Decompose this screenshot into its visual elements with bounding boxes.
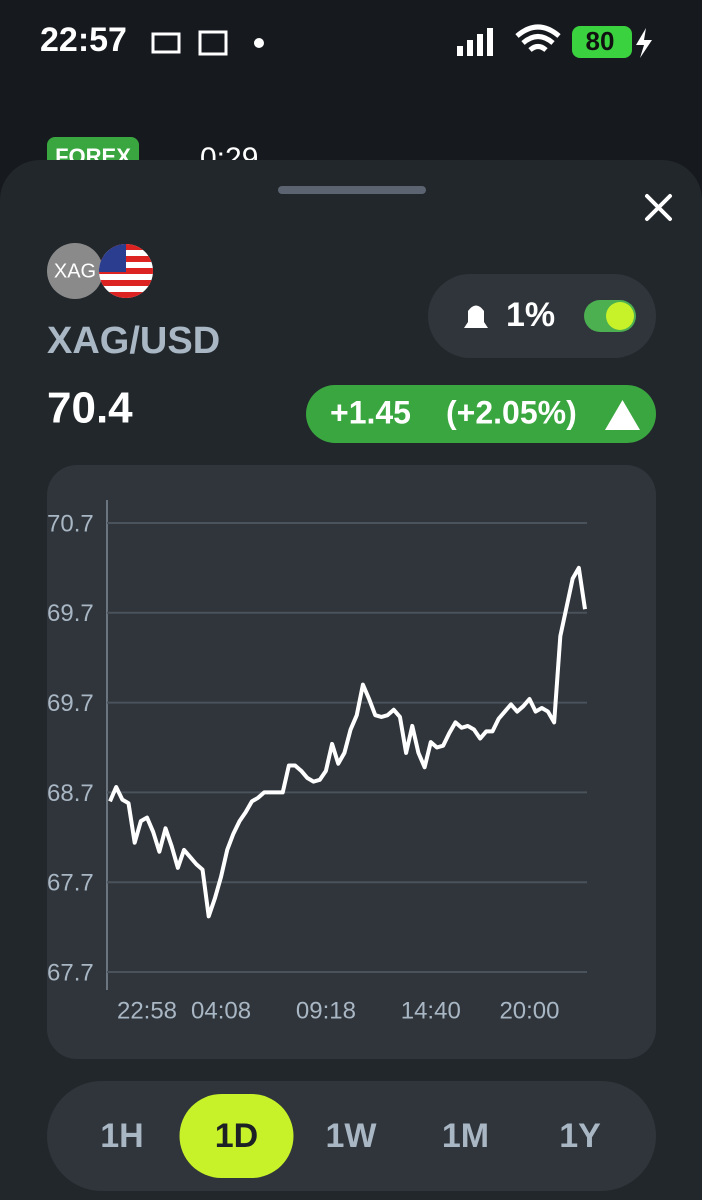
mail-icon xyxy=(151,32,181,54)
selected-pill xyxy=(179,1094,294,1178)
timeframe-option[interactable]: 1H xyxy=(100,1117,143,1155)
us-flag xyxy=(99,244,153,298)
charging-icon xyxy=(636,28,652,58)
y-tick-label: 67.7 xyxy=(47,870,94,897)
drag-handle[interactable] xyxy=(278,186,426,194)
alert-threshold: 1% xyxy=(506,296,555,334)
price-line xyxy=(108,565,587,919)
pair-name: XAG/USD xyxy=(47,320,220,362)
battery-level: 80 xyxy=(586,26,615,56)
wifi-icon xyxy=(515,24,561,52)
bell-icon xyxy=(464,305,488,328)
x-tick-label: 09:18 xyxy=(296,997,356,1024)
silver-icon xyxy=(47,243,103,299)
close-button[interactable] xyxy=(645,194,672,221)
clock: 22:57 xyxy=(40,21,127,59)
x-tick-label: 04:08 xyxy=(191,997,251,1024)
timeframe-selector: 1H 1D 1W 1M 1Y xyxy=(100,1094,601,1178)
x-tick-label: 22:58 xyxy=(117,997,177,1024)
price: 70.4 xyxy=(47,384,133,433)
chart-panel xyxy=(47,465,656,1059)
timeframe-option[interactable]: 1D xyxy=(215,1117,258,1155)
notification-icon xyxy=(198,30,228,56)
toggle-knob xyxy=(606,302,634,330)
change: +1.45 xyxy=(330,394,411,430)
y-tick-label: 69.7 xyxy=(47,690,94,717)
alert-pill[interactable] xyxy=(428,274,656,358)
flag-text: XAG xyxy=(54,260,96,282)
change-percent: (+2.05%) xyxy=(446,394,577,430)
dot xyxy=(254,38,264,48)
up-arrow xyxy=(605,400,640,430)
timeframe-option[interactable]: 1W xyxy=(326,1117,378,1155)
timeframe-option[interactable]: 1Y xyxy=(559,1117,601,1155)
change-pill xyxy=(306,385,656,443)
x-tick-label: 14:40 xyxy=(401,997,461,1024)
y-tick-label: 68.7 xyxy=(47,780,94,807)
x-tick-label: 20:00 xyxy=(499,997,559,1024)
timeframe-option[interactable]: 1M xyxy=(442,1117,489,1155)
y-tick-label: 70.7 xyxy=(47,510,94,537)
chart: 70.7 69.7 69.7 68.7 67.7 67.7 22:58 04:08 09:18 1… xyxy=(47,510,587,1024)
y-tick-label: 67.7 xyxy=(47,959,94,986)
signal-icon xyxy=(457,28,493,56)
y-tick-label: 69.7 xyxy=(47,600,94,627)
battery xyxy=(572,26,632,58)
